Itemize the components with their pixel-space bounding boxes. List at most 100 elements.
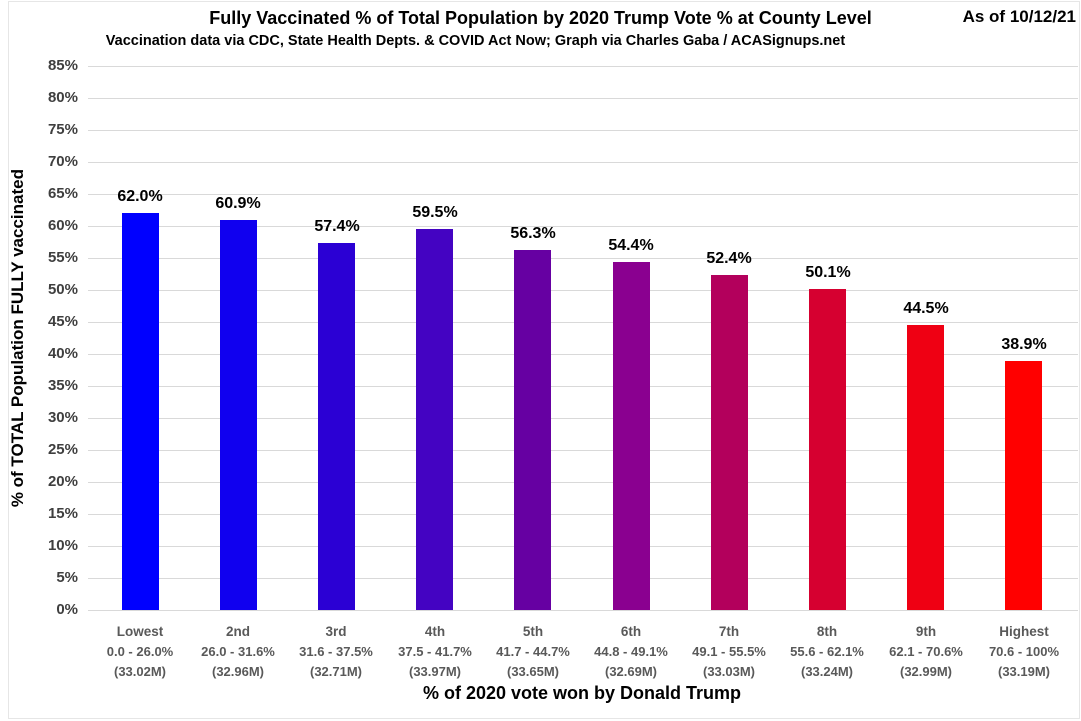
gridline xyxy=(88,66,1078,67)
category-label: 6th 44.8 - 49.1% (32.69M) xyxy=(582,622,680,682)
bar-value-label: 38.9% xyxy=(1001,336,1047,353)
bar xyxy=(514,250,551,610)
category-range: 37.5 - 41.7% xyxy=(398,644,472,659)
category-label: 8th 55.6 - 62.1% (33.24M) xyxy=(778,622,876,682)
bar-value-label: 44.5% xyxy=(903,300,949,317)
bar-value-label: 60.9% xyxy=(215,195,261,212)
y-tick-label: 50% xyxy=(47,281,78,298)
bar xyxy=(416,229,453,610)
category-population: (32.99M) xyxy=(899,664,953,679)
category-tier: 8th xyxy=(816,624,838,639)
bar xyxy=(122,213,159,610)
y-tick-label: 10% xyxy=(47,537,78,554)
category-tier: Highest xyxy=(999,624,1049,639)
x-axis-title: % of 2020 vote won by Donald Trump xyxy=(422,683,742,703)
y-tick-label: 45% xyxy=(47,313,78,330)
gridline xyxy=(88,162,1078,163)
category-label: 3rd 31.6 - 37.5% (32.71M) xyxy=(287,622,385,682)
y-tick-label: 80% xyxy=(47,89,78,106)
y-tick-label: 55% xyxy=(47,249,78,266)
y-tick-label: 0% xyxy=(56,601,78,618)
y-tick-label: 15% xyxy=(47,505,78,522)
gridline xyxy=(88,386,1078,387)
category-range: 70.6 - 100% xyxy=(988,644,1060,659)
category-label: 5th 41.7 - 44.7% (33.65M) xyxy=(484,622,582,682)
gridline xyxy=(88,450,1078,451)
category-population: (33.19M) xyxy=(997,664,1051,679)
y-tick-label: 30% xyxy=(47,409,78,426)
bar xyxy=(613,262,650,610)
gridline xyxy=(88,226,1078,227)
gridline xyxy=(88,290,1078,291)
y-tick-label: 65% xyxy=(47,185,78,202)
category-tier: 3rd xyxy=(325,624,347,639)
y-tick-label: 60% xyxy=(47,217,78,234)
bar-value-label: 57.4% xyxy=(314,218,360,235)
y-tick-label: 20% xyxy=(47,473,78,490)
y-tick-label: 85% xyxy=(47,57,78,74)
bar-value-label: 56.3% xyxy=(510,225,556,242)
category-population: (33.24M) xyxy=(800,664,854,679)
gridline xyxy=(88,98,1078,99)
category-label: Highest 70.6 - 100% (33.19M) xyxy=(975,622,1073,682)
y-tick-label: 70% xyxy=(47,153,78,170)
as-of-date-annotation: As of 10/12/21 xyxy=(962,7,1076,26)
category-label: 9th 62.1 - 70.6% (32.99M) xyxy=(877,622,975,682)
category-label: 4th 37.5 - 41.7% (33.97M) xyxy=(386,622,484,682)
category-tier: 4th xyxy=(424,624,446,639)
y-tick-label: 5% xyxy=(56,569,78,586)
bar-value-label: 52.4% xyxy=(706,250,752,267)
bar-value-label: 62.0% xyxy=(117,188,163,205)
y-tick-label: 25% xyxy=(47,441,78,458)
chart-title: Fully Vaccinated % of Total Population b… xyxy=(209,8,872,28)
y-tick-label: 40% xyxy=(47,345,78,362)
bar xyxy=(907,325,944,610)
category-range: 44.8 - 49.1% xyxy=(594,644,668,659)
bar xyxy=(711,275,748,610)
category-tier: Lowest xyxy=(116,624,164,639)
gridline xyxy=(88,354,1078,355)
gridline xyxy=(88,418,1078,419)
category-population: (33.02M) xyxy=(113,664,167,679)
category-label: 2nd 26.0 - 31.6% (32.96M) xyxy=(189,622,287,682)
category-range: 26.0 - 31.6% xyxy=(201,644,275,659)
category-tier: 5th xyxy=(522,624,544,639)
bar-value-label: 50.1% xyxy=(805,264,851,281)
bar xyxy=(1005,361,1042,610)
bar-value-label: 59.5% xyxy=(412,204,458,221)
category-label: 7th 49.1 - 55.5% (33.03M) xyxy=(680,622,778,682)
category-population: (32.96M) xyxy=(211,664,265,679)
category-range: 62.1 - 70.6% xyxy=(889,644,963,659)
category-tier: 9th xyxy=(915,624,937,639)
category-tier: 6th xyxy=(620,624,642,639)
category-population: (32.69M) xyxy=(604,664,658,679)
category-tier: 7th xyxy=(718,624,740,639)
chart-subtitle: Vaccination data via CDC, State Health D… xyxy=(105,33,846,49)
category-range: 49.1 - 55.5% xyxy=(692,644,766,659)
gridline xyxy=(88,546,1078,547)
category-range: 31.6 - 37.5% xyxy=(299,644,373,659)
gridline xyxy=(88,578,1078,579)
y-tick-label: 75% xyxy=(47,121,78,138)
gridline xyxy=(88,130,1078,131)
category-range: 0.0 - 26.0% xyxy=(106,644,174,659)
bar xyxy=(220,220,257,610)
category-label: Lowest 0.0 - 26.0% (33.02M) xyxy=(91,622,189,682)
bar xyxy=(318,243,355,610)
bar-value-label: 54.4% xyxy=(608,237,654,254)
category-population: (33.65M) xyxy=(506,664,560,679)
gridline xyxy=(88,482,1078,483)
category-tier: 2nd xyxy=(225,624,250,639)
category-range: 55.6 - 62.1% xyxy=(790,644,864,659)
gridline xyxy=(88,322,1078,323)
gridline xyxy=(88,194,1078,195)
gridline xyxy=(88,258,1078,259)
category-population: (33.97M) xyxy=(408,664,462,679)
y-axis-title: % of TOTAL Population FULLY vaccinated xyxy=(4,66,32,610)
y-tick-label: 35% xyxy=(47,377,78,394)
category-population: (32.71M) xyxy=(309,664,363,679)
bar xyxy=(809,289,846,610)
category-range: 41.7 - 44.7% xyxy=(496,644,570,659)
category-population: (33.03M) xyxy=(702,664,756,679)
